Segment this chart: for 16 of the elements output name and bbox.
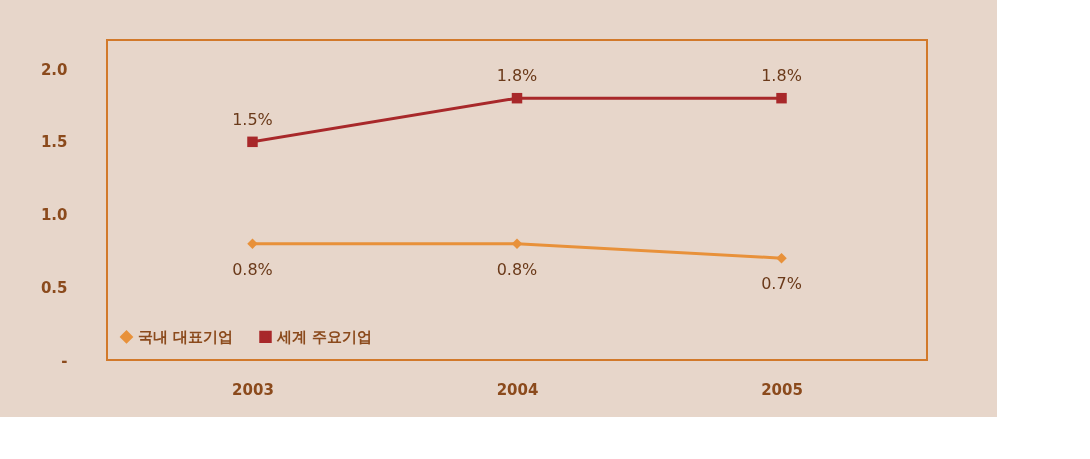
y-tick-label: 1.0 [40,206,68,225]
data-label: 1.8% [761,66,802,86]
y-tick-label: 1.5 [40,133,68,152]
x-tick-label: 2005 [761,380,803,399]
legend-label: 세계 주요기업 [276,327,373,346]
data-label: 0.7% [761,274,802,294]
x-tick-label: 2004 [496,380,539,399]
data-label: 0.8% [232,259,273,279]
data-label: 1.5% [232,109,273,129]
data-label: 0.8% [496,259,538,279]
y-tick-label: 2.0 [40,60,68,79]
y-tick-label: - [61,351,68,370]
legend-label: 국내 대표기업 [138,327,234,346]
data-label: 1.8% [496,66,538,86]
x-tick-label: 2003 [232,380,274,399]
y-tick-label: 0.5 [40,278,68,297]
